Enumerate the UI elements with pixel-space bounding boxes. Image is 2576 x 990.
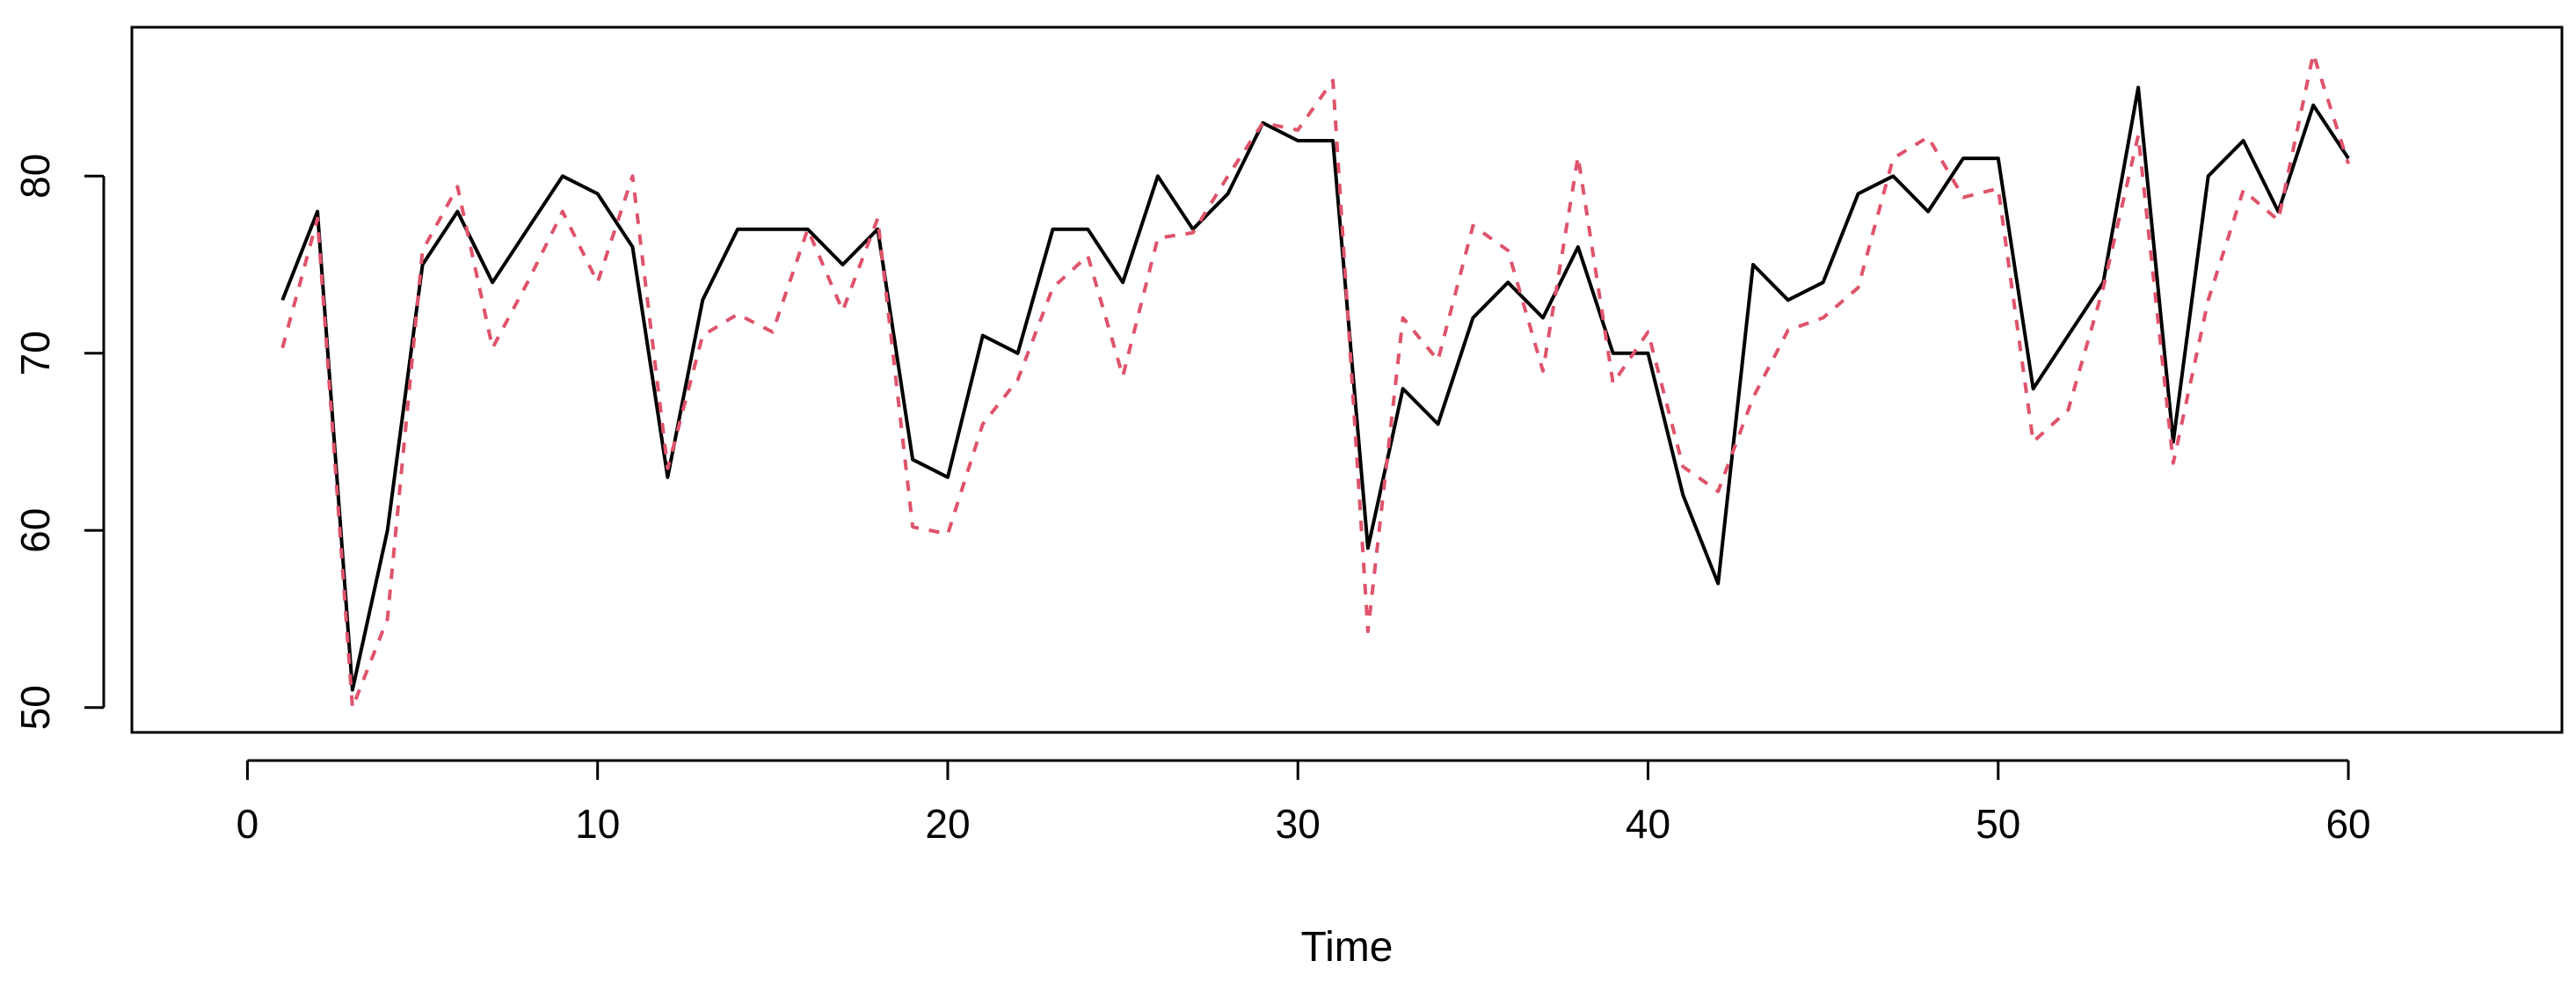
x-tick-label: 30 [1276,801,1321,847]
x-tick-label: 0 [236,801,259,847]
x-tick-label: 20 [925,801,970,847]
y-tick-label: 70 [12,331,58,375]
series-line-1 [280,85,2350,692]
y-tick-label: 50 [12,685,58,730]
x-axis-label: Time [1301,924,1394,971]
x-tick-label: 60 [2325,801,2370,847]
series-line-2 [280,52,2351,710]
x-tick-label: 10 [575,801,620,847]
x-tick-label: 40 [1626,801,1670,847]
series-layer [280,52,2351,710]
y-tick-label: 60 [12,508,58,553]
y-axis: 50 60 70 80 [12,154,106,730]
x-tick-label: 50 [1976,801,2020,847]
plot-frame [130,25,2564,734]
y-tick-label: 80 [12,154,58,199]
x-axis: 0 10 20 30 40 50 60 [236,759,2371,847]
